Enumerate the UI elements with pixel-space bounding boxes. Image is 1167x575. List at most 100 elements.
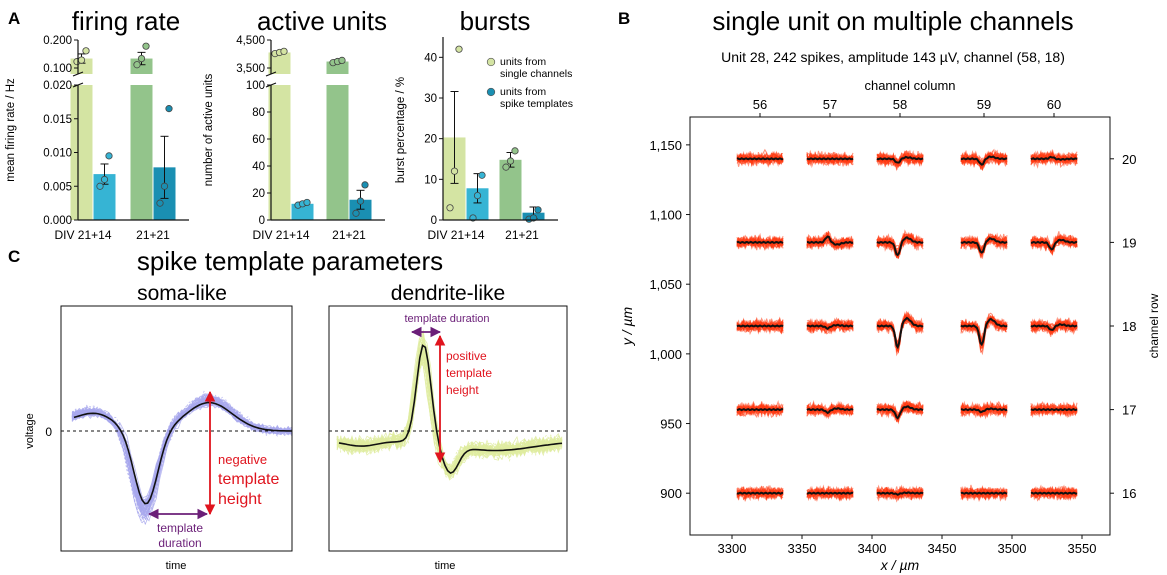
- data-point: [455, 45, 463, 53]
- y-tick-label: 0.100: [43, 63, 72, 75]
- axis-break-mark: [265, 71, 277, 77]
- panel-label-b: B: [618, 9, 630, 28]
- soma-trace: [71, 393, 292, 519]
- soma-frame: [60, 305, 293, 552]
- y-tick-label: 0.020: [43, 80, 72, 92]
- soma-annot-negative: negative: [218, 452, 267, 467]
- unit-mean-trace: [876, 236, 924, 257]
- data-point: [511, 147, 519, 155]
- data-point: [100, 175, 109, 184]
- unit-trace: [736, 235, 784, 249]
- y-tick-label: 1,100: [649, 208, 682, 223]
- soma-annot-duration1: template: [157, 521, 203, 535]
- unit-mean-trace: [806, 491, 854, 495]
- dendrite-trace: [336, 352, 563, 476]
- x-axis-label: x / µm: [880, 557, 920, 573]
- axis-break-mark: [72, 71, 84, 77]
- y-axis-label: number of active units: [203, 74, 215, 187]
- unit-trace: [806, 317, 854, 334]
- y-tick-label: 1,150: [649, 138, 682, 153]
- legend-template-line2: spike templates: [500, 98, 573, 110]
- data-point: [478, 171, 486, 179]
- data-point: [280, 47, 288, 55]
- y-tick-label: 60: [252, 134, 265, 146]
- y-tick-label: 40: [424, 52, 437, 64]
- y-tick-label: 950: [660, 417, 682, 432]
- dendrite-trace: [336, 356, 563, 468]
- x-category-label: 21+21: [136, 228, 170, 242]
- active-units-title: active units: [257, 6, 387, 36]
- data-point: [105, 152, 113, 160]
- unit-trace: [1030, 231, 1078, 253]
- legend-marker-template: [486, 87, 496, 97]
- unit-mean-trace: [1030, 322, 1078, 331]
- dendrite-annot-template: template: [446, 366, 492, 380]
- soma-like-plot: 0 voltage time negative template height …: [24, 305, 293, 572]
- data-point: [156, 199, 164, 207]
- active-units-chart: 0 20 40 60 80 100 3,500 4,500 DIV 21+14 21+21 numb…: [203, 35, 385, 242]
- soma-time-label: time: [166, 560, 187, 572]
- data-point: [137, 54, 146, 63]
- y-axis-label: y / µm: [619, 306, 635, 346]
- x-tick-label: 3450: [928, 541, 957, 556]
- unit-mean-trace: [876, 155, 924, 164]
- dendrite-trace: [336, 343, 563, 478]
- firing-rate-title: firing rate: [72, 6, 180, 36]
- y-tick-label: 1,050: [649, 277, 682, 292]
- y-tick-label: 30: [424, 93, 437, 105]
- y-tick-label: 0: [431, 215, 437, 227]
- data-point: [133, 61, 141, 69]
- unit-mean-trace: [960, 491, 1008, 495]
- unit-mean-trace: [960, 317, 1008, 347]
- unit-mean-trace: [736, 407, 784, 412]
- dendrite-trace: [336, 344, 563, 476]
- unit-mean-trace: [1030, 407, 1078, 412]
- data-point: [356, 197, 365, 205]
- legend-single-line1: units from: [500, 56, 546, 68]
- data-point: [96, 182, 104, 190]
- unit-mean-trace: [736, 157, 784, 161]
- single-unit-chart: 3300 3350 3400 3450 3500 3550 x / µm 900 950 1,00…: [619, 78, 1161, 573]
- dendrite-annot-positive: positive: [446, 349, 487, 363]
- data-point: [303, 198, 311, 207]
- data-point: [502, 163, 510, 171]
- dendrite-time-label: time: [435, 560, 456, 572]
- bar: [466, 188, 489, 220]
- soma-voltage-label: voltage: [24, 413, 36, 448]
- column-tick-label: 57: [823, 97, 837, 112]
- soma-title: soma-like: [137, 282, 227, 305]
- unit-trace: [1030, 319, 1078, 332]
- y-tick-label: 20: [424, 134, 437, 146]
- column-tick-label: 58: [893, 97, 907, 112]
- column-tick-label: 56: [753, 97, 767, 112]
- panel-label-c: C: [8, 247, 20, 266]
- data-point: [534, 206, 542, 214]
- dendrite-frame: [328, 305, 568, 552]
- unit-mean-trace: [806, 323, 854, 330]
- bar-lower-part: [268, 85, 291, 220]
- column-tick-label: 59: [977, 97, 991, 112]
- bar: [499, 159, 522, 220]
- row-tick-label: 18: [1122, 319, 1136, 334]
- x-category-label: DIV 21+14: [252, 228, 309, 242]
- bar-lower-part: [130, 85, 153, 220]
- soma-zero-tick: 0: [45, 425, 52, 439]
- data-point: [165, 105, 173, 113]
- y-tick-label: 40: [252, 161, 265, 173]
- soma-mean-trace: [73, 401, 293, 505]
- unit-trace: [736, 487, 784, 502]
- y-tick-label: 10: [424, 174, 437, 186]
- column-tick-label: 60: [1047, 97, 1061, 112]
- single-unit-subtitle: Unit 28, 242 spikes, amplitude 143 µV, c…: [721, 49, 1065, 65]
- dendrite-trace: [336, 343, 563, 479]
- data-point: [450, 167, 459, 175]
- data-point: [506, 157, 515, 165]
- x-tick-label: 3300: [718, 541, 747, 556]
- legend-marker-single: [486, 57, 496, 67]
- row-tick-label: 16: [1122, 486, 1136, 501]
- y-tick-label: 0.010: [43, 148, 72, 160]
- legend-single-line2: single channels: [500, 68, 572, 80]
- panel-c-title: spike template parameters: [137, 246, 443, 276]
- unit-mean-trace: [806, 407, 854, 415]
